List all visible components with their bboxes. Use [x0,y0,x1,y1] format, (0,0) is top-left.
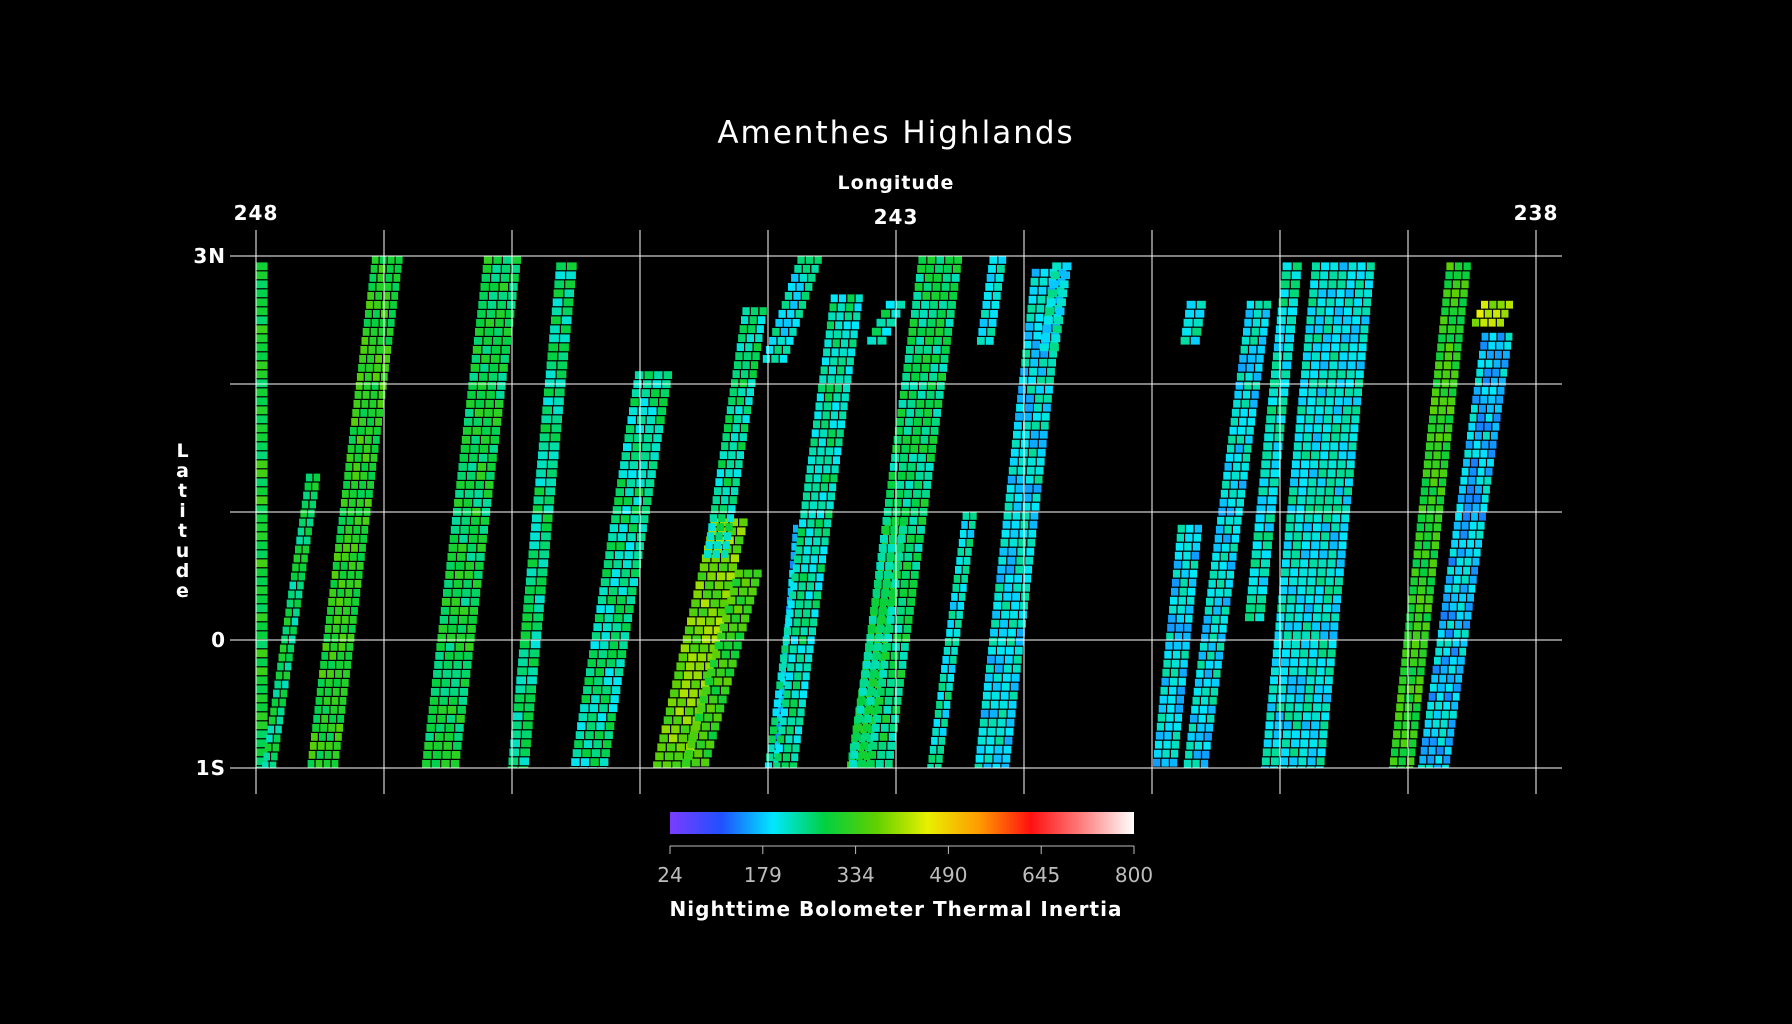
colorbar-ticks: 24 179 334 490 645 800 [657,846,1153,887]
y-tick-label-1S: 1S [196,756,226,780]
colorbar-tick-label-179: 179 [744,863,782,887]
y-tick-label-3N: 3N [193,244,226,268]
swath-5 [507,262,577,768]
colorbar-tick-label-490: 490 [929,863,967,887]
swath-9 [704,307,767,558]
swath-14 [867,300,905,345]
x-tick-label-248: 248 [234,201,279,225]
swath-23 [1245,262,1302,622]
swath-22 [1180,300,1206,345]
swath-12 [764,294,863,768]
plot-grid [230,230,1562,794]
swath-27 [1472,300,1513,327]
colorbar-scale [670,812,1134,834]
swath-17 [977,256,1007,345]
x-tick-label-238: 238 [1514,201,1559,225]
swath-1 [256,262,268,768]
colorbar-tick-label-645: 645 [1022,863,1060,887]
swath-8 [679,569,762,768]
colorbar-tick-label-24: 24 [657,863,682,887]
swath-7 [653,518,748,768]
x-axis-ticks: 248 243 238 [234,201,1559,229]
swath-10 [762,256,822,363]
swath-2 [262,473,321,768]
swath-19 [1039,262,1072,352]
colorbar-title: Nighttime Bolometer Thermal Inertia [670,897,1123,921]
x-tick-label-243: 243 [874,205,919,229]
swath-3 [307,256,403,768]
colorbar: 24 179 334 490 645 800 Nighttime Bolometer Th… [657,812,1153,921]
colorbar-tick-label-800: 800 [1115,863,1153,887]
swath-24 [1261,262,1375,768]
swath-20 [1152,524,1202,768]
x-axis-title: Longitude [838,172,955,194]
thermal-inertia-swaths [256,256,1513,768]
swath-21 [1183,300,1272,768]
colorbar-tick-label-334: 334 [837,863,875,887]
swath-6 [569,371,673,768]
swath-16 [927,512,977,768]
swath-25 [1389,262,1471,768]
chart-title: Amenthes Highlands [717,115,1074,151]
y-tick-label-0: 0 [211,628,226,652]
swath-4 [422,256,521,768]
swath-26 [1418,332,1513,768]
y-axis-ticks: 3N 0 1S [193,244,226,780]
